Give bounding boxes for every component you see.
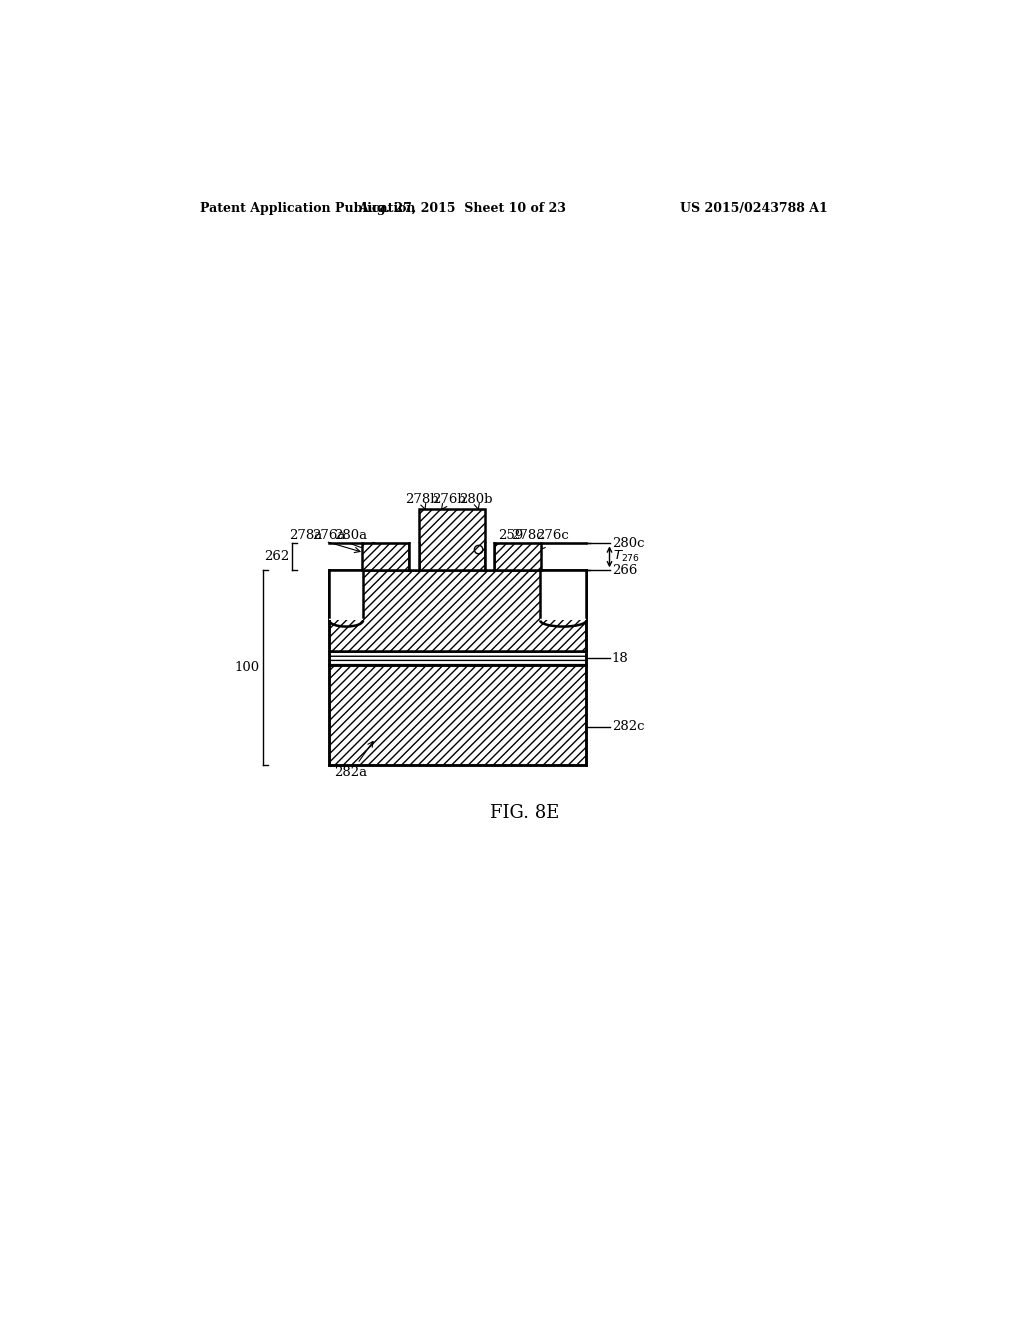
Text: 100: 100 — [234, 661, 260, 675]
Bar — [494, 544, 541, 570]
Bar — [330, 570, 364, 620]
Bar — [541, 570, 587, 620]
Bar — [330, 665, 587, 766]
Bar — [361, 544, 410, 570]
Bar — [484, 544, 494, 570]
Text: 259: 259 — [482, 529, 523, 550]
Text: FIG. 8E: FIG. 8E — [490, 804, 559, 822]
Text: Patent Application Publication: Patent Application Publication — [200, 202, 416, 215]
Text: 278b: 278b — [404, 492, 438, 510]
Text: US 2015/0243788 A1: US 2015/0243788 A1 — [680, 202, 828, 215]
Text: 276b: 276b — [432, 492, 466, 510]
Text: $T_{276}$: $T_{276}$ — [613, 549, 640, 564]
Text: 262: 262 — [264, 550, 289, 564]
Text: 278c: 278c — [502, 529, 544, 550]
Bar — [419, 508, 484, 570]
Text: 276c: 276c — [537, 529, 569, 549]
Text: 18: 18 — [611, 652, 629, 665]
Text: 276a: 276a — [311, 529, 372, 552]
Text: 266: 266 — [611, 564, 637, 577]
Text: 280c: 280c — [611, 537, 644, 550]
Text: 280b: 280b — [459, 492, 493, 510]
Bar — [410, 544, 419, 570]
Text: 278a: 278a — [290, 529, 360, 553]
Text: 282c: 282c — [611, 721, 644, 733]
Text: 280a: 280a — [334, 529, 403, 553]
Text: Aug. 27, 2015  Sheet 10 of 23: Aug. 27, 2015 Sheet 10 of 23 — [357, 202, 565, 215]
Text: 282a: 282a — [334, 742, 373, 779]
Bar — [330, 651, 587, 665]
Bar — [330, 570, 587, 651]
